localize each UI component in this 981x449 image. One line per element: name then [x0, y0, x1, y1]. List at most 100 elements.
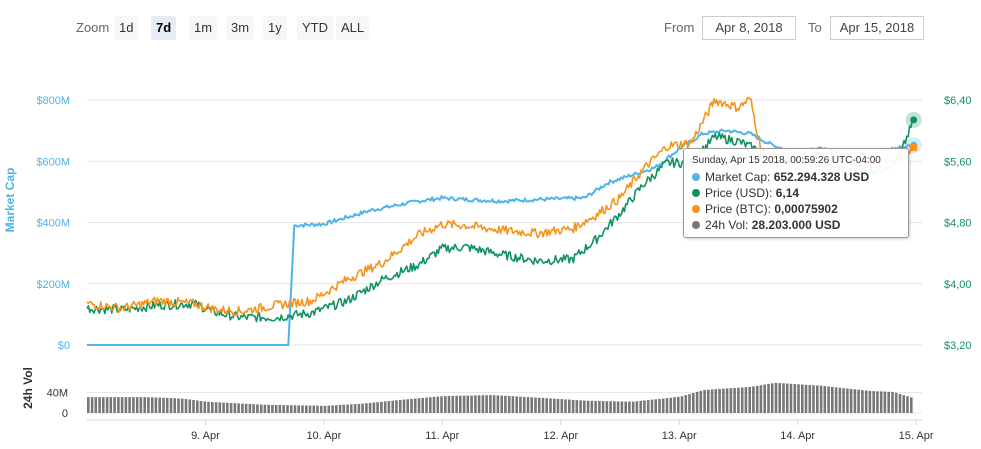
volume-bar — [763, 384, 766, 413]
volume-bar — [271, 404, 274, 413]
volume-bar — [117, 397, 120, 413]
volume-bar — [586, 400, 590, 413]
price-btc-marker — [910, 143, 918, 151]
volume-bar — [658, 398, 661, 413]
volume-bar — [421, 397, 424, 413]
volume-bar — [162, 397, 165, 413]
volume-bar — [703, 389, 706, 413]
volume-bar — [94, 397, 98, 413]
volume-bar — [158, 397, 161, 413]
zoom-label: Zoom — [76, 20, 110, 35]
zoom-1d-button[interactable]: 1d — [114, 16, 139, 40]
volume-bar — [684, 395, 688, 413]
x-tick-label: 10. Apr — [306, 430, 341, 442]
volume-bar — [688, 394, 691, 413]
volume-bar — [139, 397, 143, 413]
volume-bar — [132, 397, 135, 413]
volume-bar — [282, 405, 285, 413]
to-label: To — [808, 20, 822, 35]
volume-bar — [571, 399, 575, 413]
right-tick-label: $5,60 — [944, 156, 972, 168]
volume-bar — [462, 395, 466, 413]
volume-bar — [605, 401, 609, 413]
volume-bar — [312, 405, 316, 413]
volume-bar — [128, 397, 131, 413]
volume-bar — [556, 398, 560, 413]
zoom-3m-button[interactable]: 3m — [226, 16, 255, 40]
volume-bar — [342, 404, 346, 413]
volume-bar — [910, 397, 913, 413]
volume-bar — [335, 405, 338, 413]
volume-bar — [564, 399, 567, 413]
volume-bar — [616, 401, 620, 413]
volume-bar — [774, 382, 778, 413]
tooltip-row-price-btc: Price (BTC): 0,00075902 — [692, 201, 900, 217]
tooltip-value: 0,00075902 — [774, 202, 838, 216]
volume-bar — [797, 384, 800, 413]
zoom-all-button[interactable]: ALL — [336, 16, 370, 40]
volume-bar — [222, 402, 225, 413]
volume-bar — [180, 398, 184, 413]
volume-bar — [150, 397, 154, 413]
volume-bar — [883, 391, 887, 413]
price-btc-dot-icon — [692, 205, 700, 213]
volume-bar — [831, 386, 834, 413]
volume-bar — [752, 386, 755, 413]
left-tick-label: $600M — [36, 156, 70, 168]
volume-bar — [87, 397, 90, 413]
volume-bar — [124, 397, 128, 413]
tooltip-label: Market Cap: — [705, 170, 771, 184]
volume-bar — [214, 402, 218, 413]
volume-bar — [184, 399, 188, 413]
volume-bar — [654, 399, 657, 413]
from-date-input[interactable]: Apr 8, 2018 — [702, 16, 796, 40]
volume-bar — [620, 401, 624, 413]
volume-bar — [173, 398, 176, 413]
volume-bar — [673, 397, 676, 413]
volume-bar — [372, 402, 376, 413]
volume-bar — [297, 405, 300, 413]
zoom-ytd-button[interactable]: YTD — [297, 16, 333, 40]
volume-bar — [233, 403, 237, 413]
volume-bar — [165, 398, 169, 413]
volume-bar — [834, 387, 838, 413]
volume-bar — [346, 404, 349, 413]
x-tick-label: 14. Apr — [780, 430, 815, 442]
zoom-1m-button[interactable]: 1m — [189, 16, 218, 40]
volume-bar — [429, 397, 432, 413]
volume-bar — [879, 391, 883, 413]
volume-bar — [286, 405, 289, 413]
tooltip-row-price-usd: Price (USD): 6,14 — [692, 185, 900, 201]
volume-bar — [846, 388, 849, 413]
volume-bar — [827, 386, 830, 413]
right-tick-label: $6,40 — [944, 95, 972, 107]
volume-bar — [252, 404, 255, 413]
volume-bar — [767, 383, 770, 413]
tooltip-header: Sunday, Apr 15 2018, 00:59:26 UTC-04:00 — [692, 155, 881, 166]
volume-bar — [560, 399, 564, 413]
volume-bar — [725, 388, 729, 413]
price-usd-marker — [910, 116, 918, 124]
volume-bar — [237, 403, 240, 413]
volume-bar — [432, 396, 436, 413]
tooltip-value: 652.294.328 USD — [773, 170, 870, 184]
volume-bar — [109, 397, 113, 413]
volume-bar — [492, 395, 496, 413]
volume-bar — [376, 402, 379, 413]
volume-axis-title: 24h Vol — [21, 367, 35, 409]
volume-bar — [868, 391, 872, 413]
zoom-1y-button[interactable]: 1y — [263, 16, 287, 40]
volume-bar — [744, 387, 748, 413]
zoom-7d-button[interactable]: 7d — [151, 16, 177, 40]
volume-bar — [308, 405, 312, 413]
volume-bar — [661, 398, 665, 413]
volume-bar — [677, 396, 680, 413]
volume-bar — [248, 404, 252, 413]
to-date-input[interactable]: Apr 15, 2018 — [830, 16, 924, 40]
volume-bar — [105, 397, 109, 413]
volume-bar — [692, 393, 695, 413]
volume-bar — [819, 385, 823, 413]
volume-bar — [568, 399, 571, 413]
volume-bar — [609, 401, 612, 413]
